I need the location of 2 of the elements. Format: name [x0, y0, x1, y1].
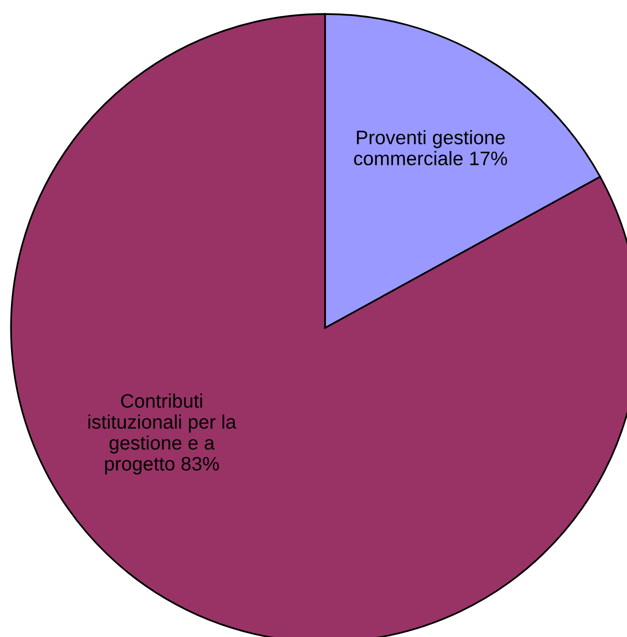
- slice-label: Proventi gestione commerciale 17%: [354, 130, 508, 166]
- slice-label: Contributi istituzionali per la gestione e a progetto 83%: [88, 394, 236, 475]
